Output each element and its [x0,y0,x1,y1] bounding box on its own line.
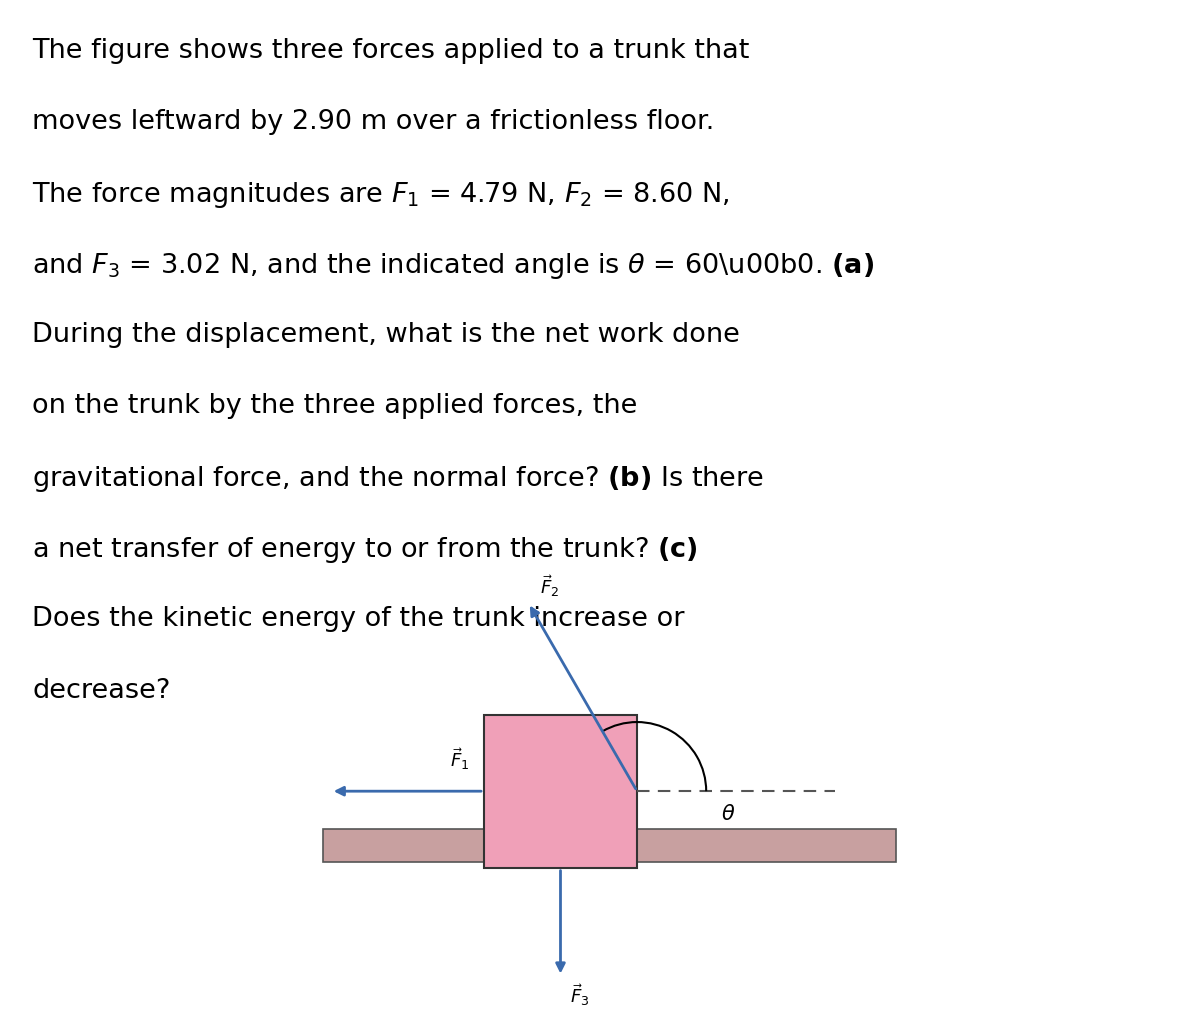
Text: a net transfer of energy to or from the trunk? $\mathbf{(c)}$: a net transfer of energy to or from the … [32,535,697,565]
Text: decrease?: decrease? [32,677,170,703]
Bar [324,829,896,862]
Text: Does the kinetic energy of the trunk increase or: Does the kinetic energy of the trunk inc… [32,606,684,632]
Text: $\vec{F}_2$: $\vec{F}_2$ [540,572,559,599]
Text: gravitational force, and the normal force? $\mathbf{(b)}$ Is there: gravitational force, and the normal forc… [32,464,764,493]
Bar [484,715,637,867]
Text: moves leftward by 2.90 m over a frictionless floor.: moves leftward by 2.90 m over a friction… [32,108,714,134]
Text: The force magnitudes are $F_1$ = 4.79 N, $F_2$ = 8.60 N,: The force magnitudes are $F_1$ = 4.79 N,… [32,180,730,209]
Text: $\vec{F}_3$: $\vec{F}_3$ [570,982,590,1007]
Text: $\vec{F}_1$: $\vec{F}_1$ [450,746,469,771]
Text: $\theta$: $\theta$ [721,804,736,823]
Text: During the displacement, what is the net work done: During the displacement, what is the net… [32,321,740,348]
Text: The figure shows three forces applied to a trunk that: The figure shows three forces applied to… [32,37,750,64]
Text: and $F_3$ = 3.02 N, and the indicated angle is $\theta$ = 60\u00b0. $\mathbf{(a): and $F_3$ = 3.02 N, and the indicated an… [32,251,874,281]
Text: on the trunk by the three applied forces, the: on the trunk by the three applied forces… [32,392,637,419]
